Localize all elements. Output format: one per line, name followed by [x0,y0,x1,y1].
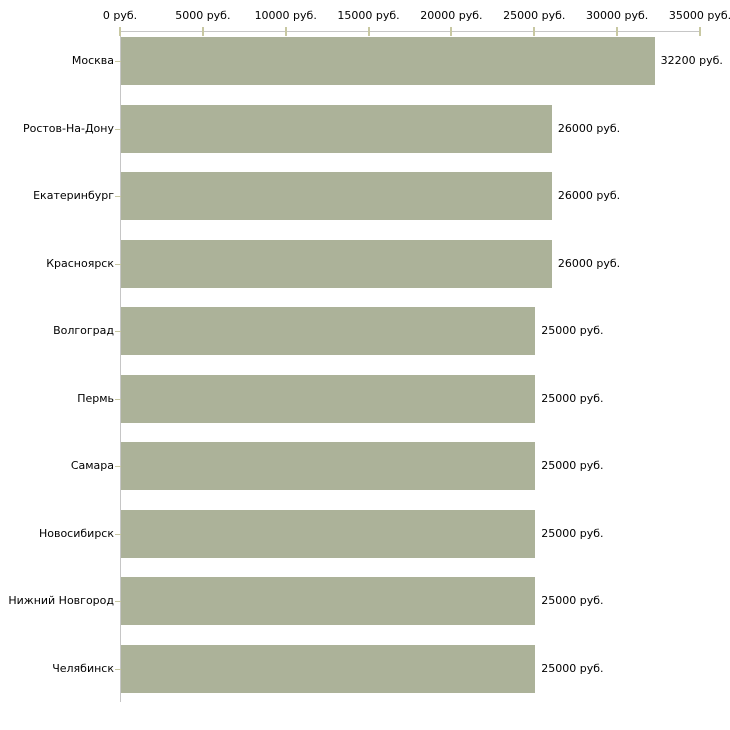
value-label: 25000 руб. [541,594,604,607]
value-label: 25000 руб. [541,324,604,337]
bar [121,577,536,625]
x-axis-line [120,31,701,32]
bar [121,172,552,220]
x-axis-tick [201,27,204,36]
y-axis-tick [115,466,121,467]
bar [121,37,655,85]
bar [121,239,552,288]
value-label: 26000 руб. [557,121,621,135]
category-label: Самара [70,459,114,472]
y-axis-tick [115,196,121,197]
value-label: 32200 руб. [660,54,723,67]
value-label: 25000 руб. [541,526,604,540]
bar [121,104,552,153]
x-axis-tick [450,27,453,36]
y-axis-tick [115,601,121,602]
category-label: Пермь [77,391,114,405]
x-axis-tick-label: 5000 руб. [175,9,231,22]
x-axis-tick-label: 35000 руб. [668,9,730,22]
x-axis-tick [284,27,287,36]
value-label: 26000 руб. [557,256,621,270]
category-label: Москва [71,54,114,67]
x-axis-tick-label: 20000 руб. [420,9,483,22]
y-axis-tick [115,128,121,130]
category-label: Челябинск [52,661,114,675]
bar [121,374,536,423]
category-label: Ростов-На-Дону [22,121,114,135]
x-axis-tick [119,27,121,36]
x-axis-tick-label: 25000 руб. [503,9,566,22]
bar [121,644,536,693]
x-axis-tick [699,27,701,36]
y-axis-tick [115,398,121,400]
category-label: Волгоград [53,324,114,337]
y-axis-tick [115,533,121,535]
x-axis-tick-label: 15000 руб. [337,9,400,22]
y-axis-tick [115,263,121,265]
value-label: 25000 руб. [541,661,604,675]
y-axis-tick [115,61,121,62]
category-label: Красноярск [46,256,114,270]
y-axis-line [120,31,121,702]
category-label: Новосибирск [38,526,114,540]
bar [121,509,536,558]
y-axis-tick [115,331,121,332]
value-label: 25000 руб. [541,459,604,472]
category-label: Нижний Новгород [8,594,114,607]
x-axis-tick [616,27,619,36]
x-axis-tick-label: 10000 руб. [254,9,317,22]
x-axis-tick [367,27,370,36]
bar [121,307,536,355]
value-label: 26000 руб. [557,189,621,202]
x-axis-tick-label: 30000 руб. [586,9,649,22]
y-axis-tick [115,668,121,670]
x-axis-tick-label: 0 руб. [102,9,138,22]
bar [121,442,536,490]
x-axis-tick [533,27,536,36]
value-label: 25000 руб. [541,391,604,405]
category-label: Екатеринбург [33,189,114,202]
